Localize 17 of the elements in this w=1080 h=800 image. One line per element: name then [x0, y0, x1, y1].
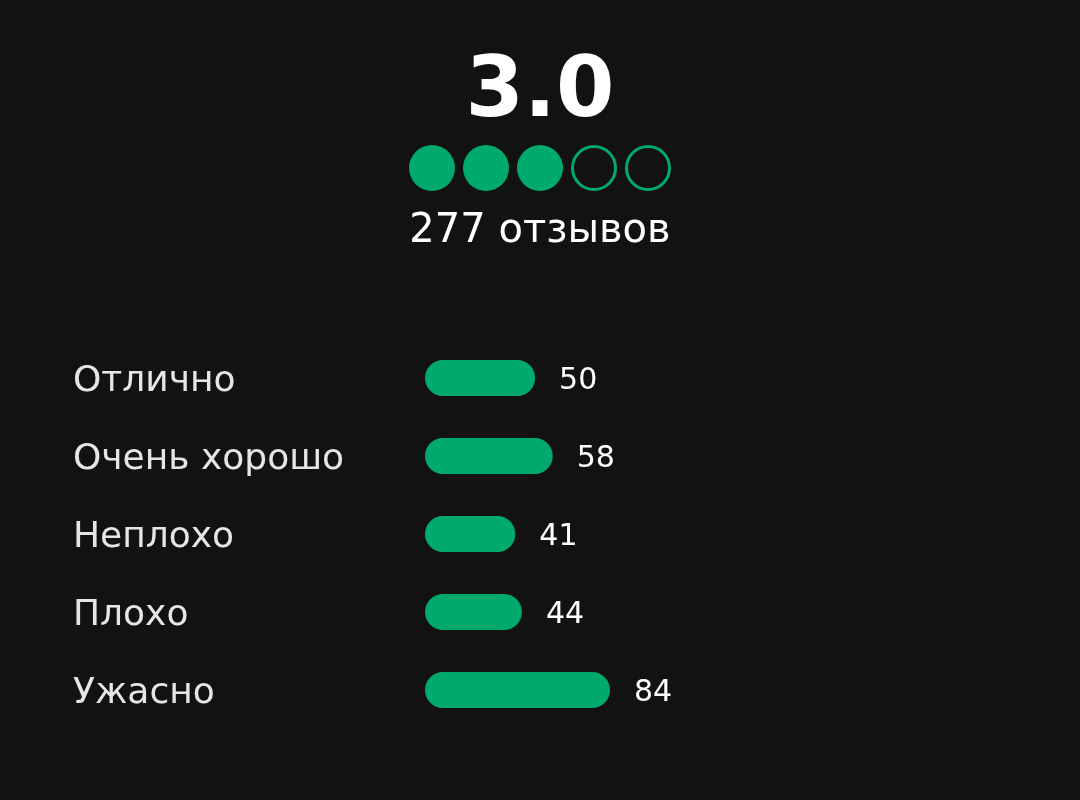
data-label: 84 [634, 672, 673, 708]
data-label: 41 [539, 516, 578, 552]
y-tick-label: Ужасно [73, 669, 215, 711]
y-tick-label: Отлично [73, 357, 236, 399]
data-label: 50 [559, 360, 598, 396]
y-tick-label: Очень хорошо [73, 435, 345, 477]
bar [425, 594, 522, 630]
chart-title: 3.0 [465, 38, 615, 136]
data-label: 44 [545, 594, 585, 630]
bar [425, 516, 516, 552]
y-tick-label: Плохо [73, 591, 189, 633]
bar [425, 672, 610, 708]
bar [425, 438, 553, 474]
y-tick-label: Неплохо [73, 513, 235, 555]
data-label: 58 [576, 438, 615, 474]
chart-subtitle: 277 отзывов [409, 205, 671, 251]
bar [425, 360, 536, 396]
